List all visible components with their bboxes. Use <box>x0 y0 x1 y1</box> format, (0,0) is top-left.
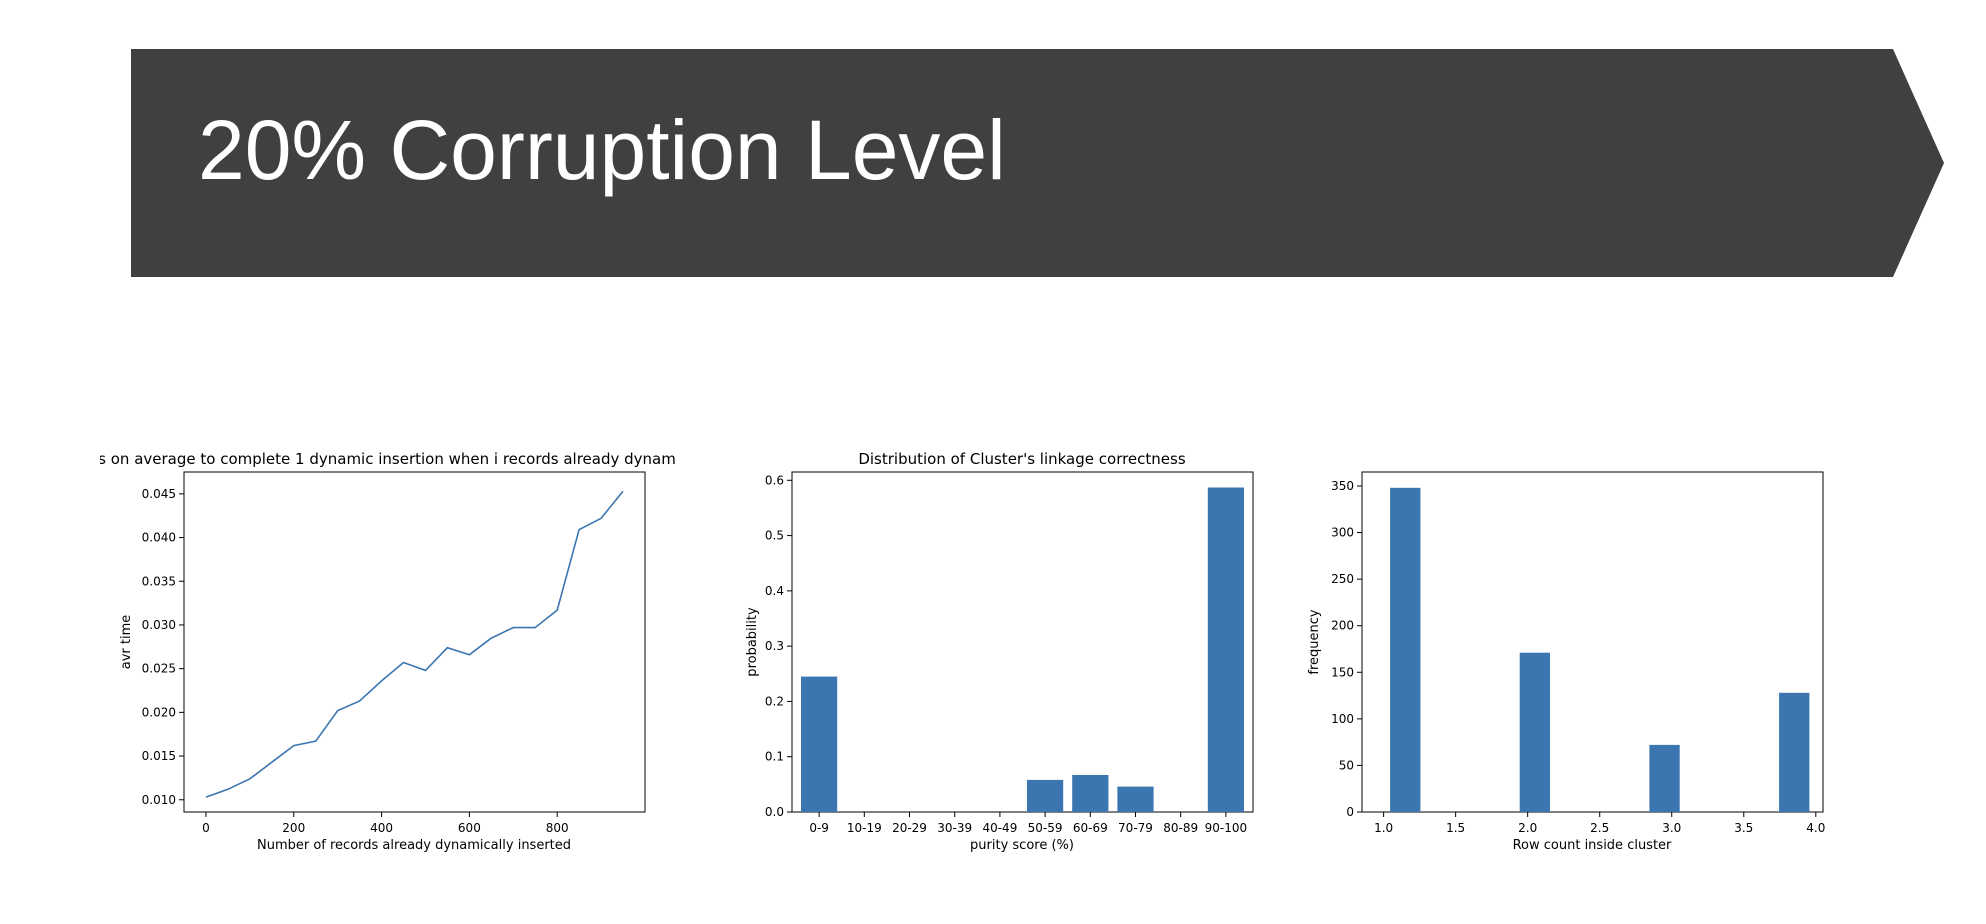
x-tick-label: 600 <box>458 821 481 835</box>
bar <box>1649 744 1680 812</box>
data-marks <box>205 490 624 798</box>
x-tick-label: 200 <box>282 821 305 835</box>
y-tick-label: 100 <box>1331 712 1354 726</box>
chart-title: Distribution of Cluster's linkage correc… <box>858 450 1185 468</box>
plot-area-frame <box>1361 471 1824 813</box>
y-axis: 0.0 0.1 0.2 0.3 0.4 0.5 0.6 <box>765 473 792 819</box>
title-banner <box>131 49 1944 277</box>
y-tick-label: 0 <box>1346 805 1354 819</box>
x-tick-label: 30-39 <box>937 821 972 835</box>
x-tick-label: 4.0 <box>1806 821 1825 835</box>
x-axis-label: Number of records already dynamically in… <box>257 838 571 853</box>
y-tick-label: 0.6 <box>765 473 784 487</box>
y-tick-label: 0.1 <box>765 750 784 764</box>
x-axis: 0-9 10-19 20-29 30-39 40-49 50-59 60-69 70-79 80… <box>809 812 1247 835</box>
y-tick-label: 250 <box>1331 572 1354 586</box>
y-tick-label: 0.4 <box>765 584 784 598</box>
bar <box>1779 692 1810 812</box>
x-axis: 1.0 1.5 2.0 2.5 3.0 3.5 4.0 <box>1374 812 1825 835</box>
bar <box>1027 779 1064 812</box>
x-tick-label: 800 <box>546 821 569 835</box>
x-tick-label: 70-79 <box>1118 821 1153 835</box>
y-tick-label: 0.0 <box>765 805 784 819</box>
x-tick-label: 1.5 <box>1446 821 1465 835</box>
bar <box>801 676 838 812</box>
y-axis-label: frequency <box>1307 609 1322 675</box>
y-axis-label: probability <box>745 607 760 677</box>
y-tick-label: 0.2 <box>765 694 784 708</box>
x-tick-label: 40-49 <box>982 821 1017 835</box>
x-tick-label: 20-29 <box>892 821 927 835</box>
y-tick-label: 150 <box>1331 665 1354 679</box>
bar <box>1519 652 1550 812</box>
row-count-histogram: 0 50 100 150 200 250 300 350 1.0 1.5 2.0 2.5 3.0 3.5… <box>1307 471 1825 853</box>
y-tick-label: 350 <box>1331 479 1354 493</box>
y-tick-label: 0.020 <box>142 705 176 719</box>
plot-area-frame <box>791 471 1254 813</box>
y-tick-label: 0.030 <box>142 618 176 632</box>
x-tick-label: 3.0 <box>1662 821 1681 835</box>
y-tick-label: 0.045 <box>142 487 176 501</box>
x-tick-label: 1.0 <box>1374 821 1393 835</box>
x-axis-label: Row count inside cluster <box>1513 838 1672 853</box>
series-line <box>205 490 624 798</box>
y-tick-label: 200 <box>1331 619 1354 633</box>
x-tick-label: 0 <box>202 821 210 835</box>
y-tick-label: 0.035 <box>142 574 176 588</box>
y-axis: 0 50 100 150 200 250 300 350 <box>1331 479 1362 819</box>
plot-area-frame <box>183 471 646 813</box>
y-tick-label: 0.5 <box>765 529 784 543</box>
y-axis: 0.010 0.015 0.020 0.025 0.030 0.035 0.040 0.045 <box>142 487 184 807</box>
y-tick-label: 50 <box>1339 758 1354 772</box>
bar <box>1117 786 1154 812</box>
x-tick-label: 90-100 <box>1205 821 1248 835</box>
x-tick-label: 3.5 <box>1734 821 1753 835</box>
bar <box>1207 487 1244 812</box>
banner-arrow-shape <box>131 49 1944 277</box>
insertion-time-line-chart: s on average to complete 1 dynamic inser… <box>100 450 676 853</box>
x-tick-label: 2.0 <box>1518 821 1537 835</box>
data-marks <box>1390 487 1810 812</box>
bar <box>1072 775 1109 812</box>
data-marks <box>801 487 1244 812</box>
x-tick-label: 80-89 <box>1163 821 1198 835</box>
x-axis-label: purity score (%) <box>970 838 1074 853</box>
x-tick-label: 50-59 <box>1028 821 1063 835</box>
x-tick-label: 0-9 <box>809 821 829 835</box>
purity-distribution-bar-chart: Distribution of Cluster's linkage correc… <box>745 450 1254 853</box>
x-tick-label: 60-69 <box>1073 821 1108 835</box>
x-tick-label: 10-19 <box>847 821 882 835</box>
y-tick-label: 0.040 <box>142 531 176 545</box>
y-tick-label: 0.025 <box>142 662 176 676</box>
slide-title: 20% Corruption Level <box>198 103 1006 197</box>
x-tick-label: 400 <box>370 821 393 835</box>
y-tick-label: 0.015 <box>142 749 176 763</box>
y-tick-label: 0.010 <box>142 793 176 807</box>
y-tick-label: 300 <box>1331 526 1354 540</box>
x-axis: 0 200 400 600 800 <box>202 812 569 835</box>
y-axis-label: avr time <box>119 615 134 670</box>
chart-title: s on average to complete 1 dynamic inser… <box>100 450 676 468</box>
x-tick-label: 2.5 <box>1590 821 1609 835</box>
y-tick-label: 0.3 <box>765 639 784 653</box>
bar <box>1390 487 1421 812</box>
